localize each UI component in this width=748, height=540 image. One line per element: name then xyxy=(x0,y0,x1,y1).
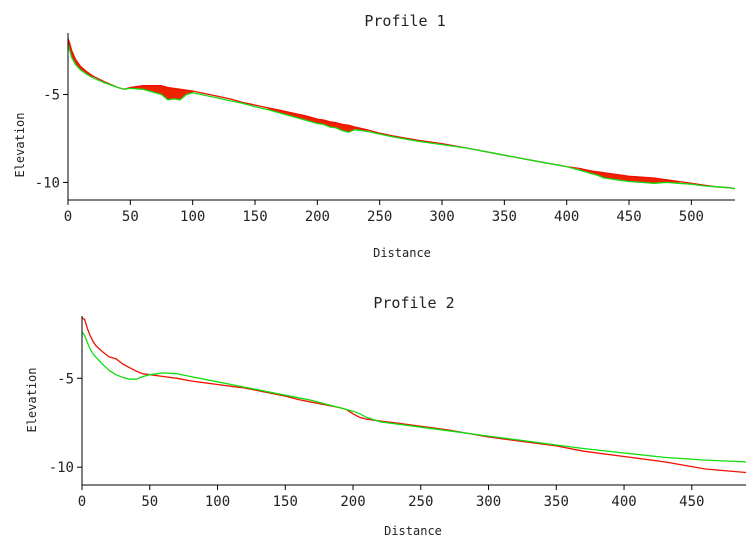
y-axis-label: Elevation xyxy=(13,112,27,177)
difference-fill xyxy=(173,88,181,101)
x-tick-label: 50 xyxy=(122,209,139,225)
x-tick-label: 350 xyxy=(544,494,569,510)
chart-title: Profile 1 xyxy=(364,12,445,30)
x-tick-label: 500 xyxy=(679,209,704,225)
y-tick-label: -5 xyxy=(57,371,74,387)
x-tick-label: 200 xyxy=(340,494,365,510)
difference-fill-group xyxy=(67,38,680,184)
x-axis-label: Distance xyxy=(373,246,431,260)
x-tick-label: 300 xyxy=(429,209,454,225)
x-tick-label: 300 xyxy=(476,494,501,510)
x-tick-label: 400 xyxy=(611,494,636,510)
x-tick-label: 350 xyxy=(492,209,517,225)
x-tick-label: 0 xyxy=(78,494,86,510)
profile-2-chart: Profile 2 0 50 100 150 200 250 300 350 400 450 -5 -… xyxy=(25,294,747,538)
x-tick-label: 200 xyxy=(305,209,330,225)
x-tick-label: 150 xyxy=(242,209,267,225)
difference-fill xyxy=(167,87,175,101)
x-tick-label: 400 xyxy=(554,209,579,225)
y-tick-label: -10 xyxy=(35,175,60,191)
x-tick-label: 50 xyxy=(141,494,158,510)
series-group xyxy=(81,317,747,474)
series-line-2 xyxy=(81,331,747,463)
chart-title: Profile 2 xyxy=(373,294,454,312)
x-tick-label: 250 xyxy=(367,209,392,225)
series-line-2 xyxy=(67,43,736,190)
y-tick-label: -5 xyxy=(43,88,60,104)
x-tick-label: 100 xyxy=(205,494,230,510)
series-line-1 xyxy=(81,317,747,474)
series-group xyxy=(67,38,736,190)
series-line-1 xyxy=(67,38,736,190)
y-tick-label: -10 xyxy=(49,460,74,476)
axes-group: 0 50 100 150 200 250 300 350 400 450 500 -5 -10 xyxy=(35,33,735,225)
x-tick-label: 450 xyxy=(679,494,704,510)
axes-group: 0 50 100 150 200 250 300 350 400 450 -5 -10 xyxy=(49,316,746,510)
x-axis-label: Distance xyxy=(384,524,442,538)
x-tick-label: 150 xyxy=(273,494,298,510)
y-axis-label: Elevation xyxy=(25,367,39,432)
x-tick-label: 250 xyxy=(408,494,433,510)
x-tick-label: 450 xyxy=(616,209,641,225)
x-tick-label: 0 xyxy=(64,209,72,225)
profile-1-chart: Profile 1 0 50 100 150 200 250 300 350 400 450 500… xyxy=(13,12,736,260)
x-tick-label: 100 xyxy=(180,209,205,225)
